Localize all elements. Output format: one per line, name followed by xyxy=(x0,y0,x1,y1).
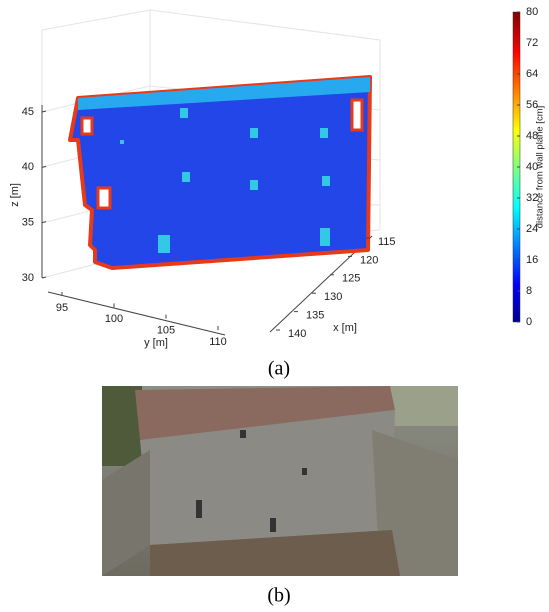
y-axis-label: y [m] xyxy=(144,337,168,349)
tick-mark xyxy=(42,111,46,112)
y-tick-label: 95 xyxy=(56,302,68,314)
colorbar-tick-label: 16 xyxy=(526,254,538,266)
z-tick-label: 35 xyxy=(22,217,34,229)
x-axis-label: x [m] xyxy=(333,322,357,334)
z-tick-label: 40 xyxy=(22,161,34,173)
colorbar-tick-label: 80 xyxy=(526,6,538,18)
caption: (b) xyxy=(267,585,290,607)
colorbar-tick-label: 40 xyxy=(526,161,538,173)
z-axis-label: z [m] xyxy=(9,183,21,207)
z-tick-label: 30 xyxy=(22,272,34,284)
x-tick-label: 125 xyxy=(342,273,360,285)
point-cloud xyxy=(70,77,370,268)
y-tick-label: 105 xyxy=(157,325,175,337)
x-tick-label: 140 xyxy=(288,328,306,340)
colorbar-tick-label: 48 xyxy=(526,130,538,142)
colorbar-tick-label: 56 xyxy=(526,99,538,111)
x-tick-label: 135 xyxy=(306,310,324,322)
colorbar-tick-label: 24 xyxy=(526,223,538,235)
colorbar-tick-label: 64 xyxy=(526,68,538,80)
x-tick-label: 120 xyxy=(360,254,378,266)
colorbar-tick-label: 8 xyxy=(526,285,532,297)
x-tick-label: 115 xyxy=(378,236,396,248)
figure: distance from wall plane [cm] z [m] y [m… xyxy=(0,0,549,612)
caption: (a) xyxy=(268,358,290,380)
z-tick-label: 45 xyxy=(22,106,34,118)
photo xyxy=(102,386,458,576)
colorbar-tick-label: 72 xyxy=(526,37,538,49)
tick-mark xyxy=(42,277,46,278)
colorbar-tick-label: 32 xyxy=(526,192,538,204)
y-tick-label: 110 xyxy=(209,336,227,348)
y-tick-label: 100 xyxy=(105,313,123,325)
colorbar-tick-label: 0 xyxy=(526,316,532,328)
x-tick-label: 130 xyxy=(324,291,342,303)
